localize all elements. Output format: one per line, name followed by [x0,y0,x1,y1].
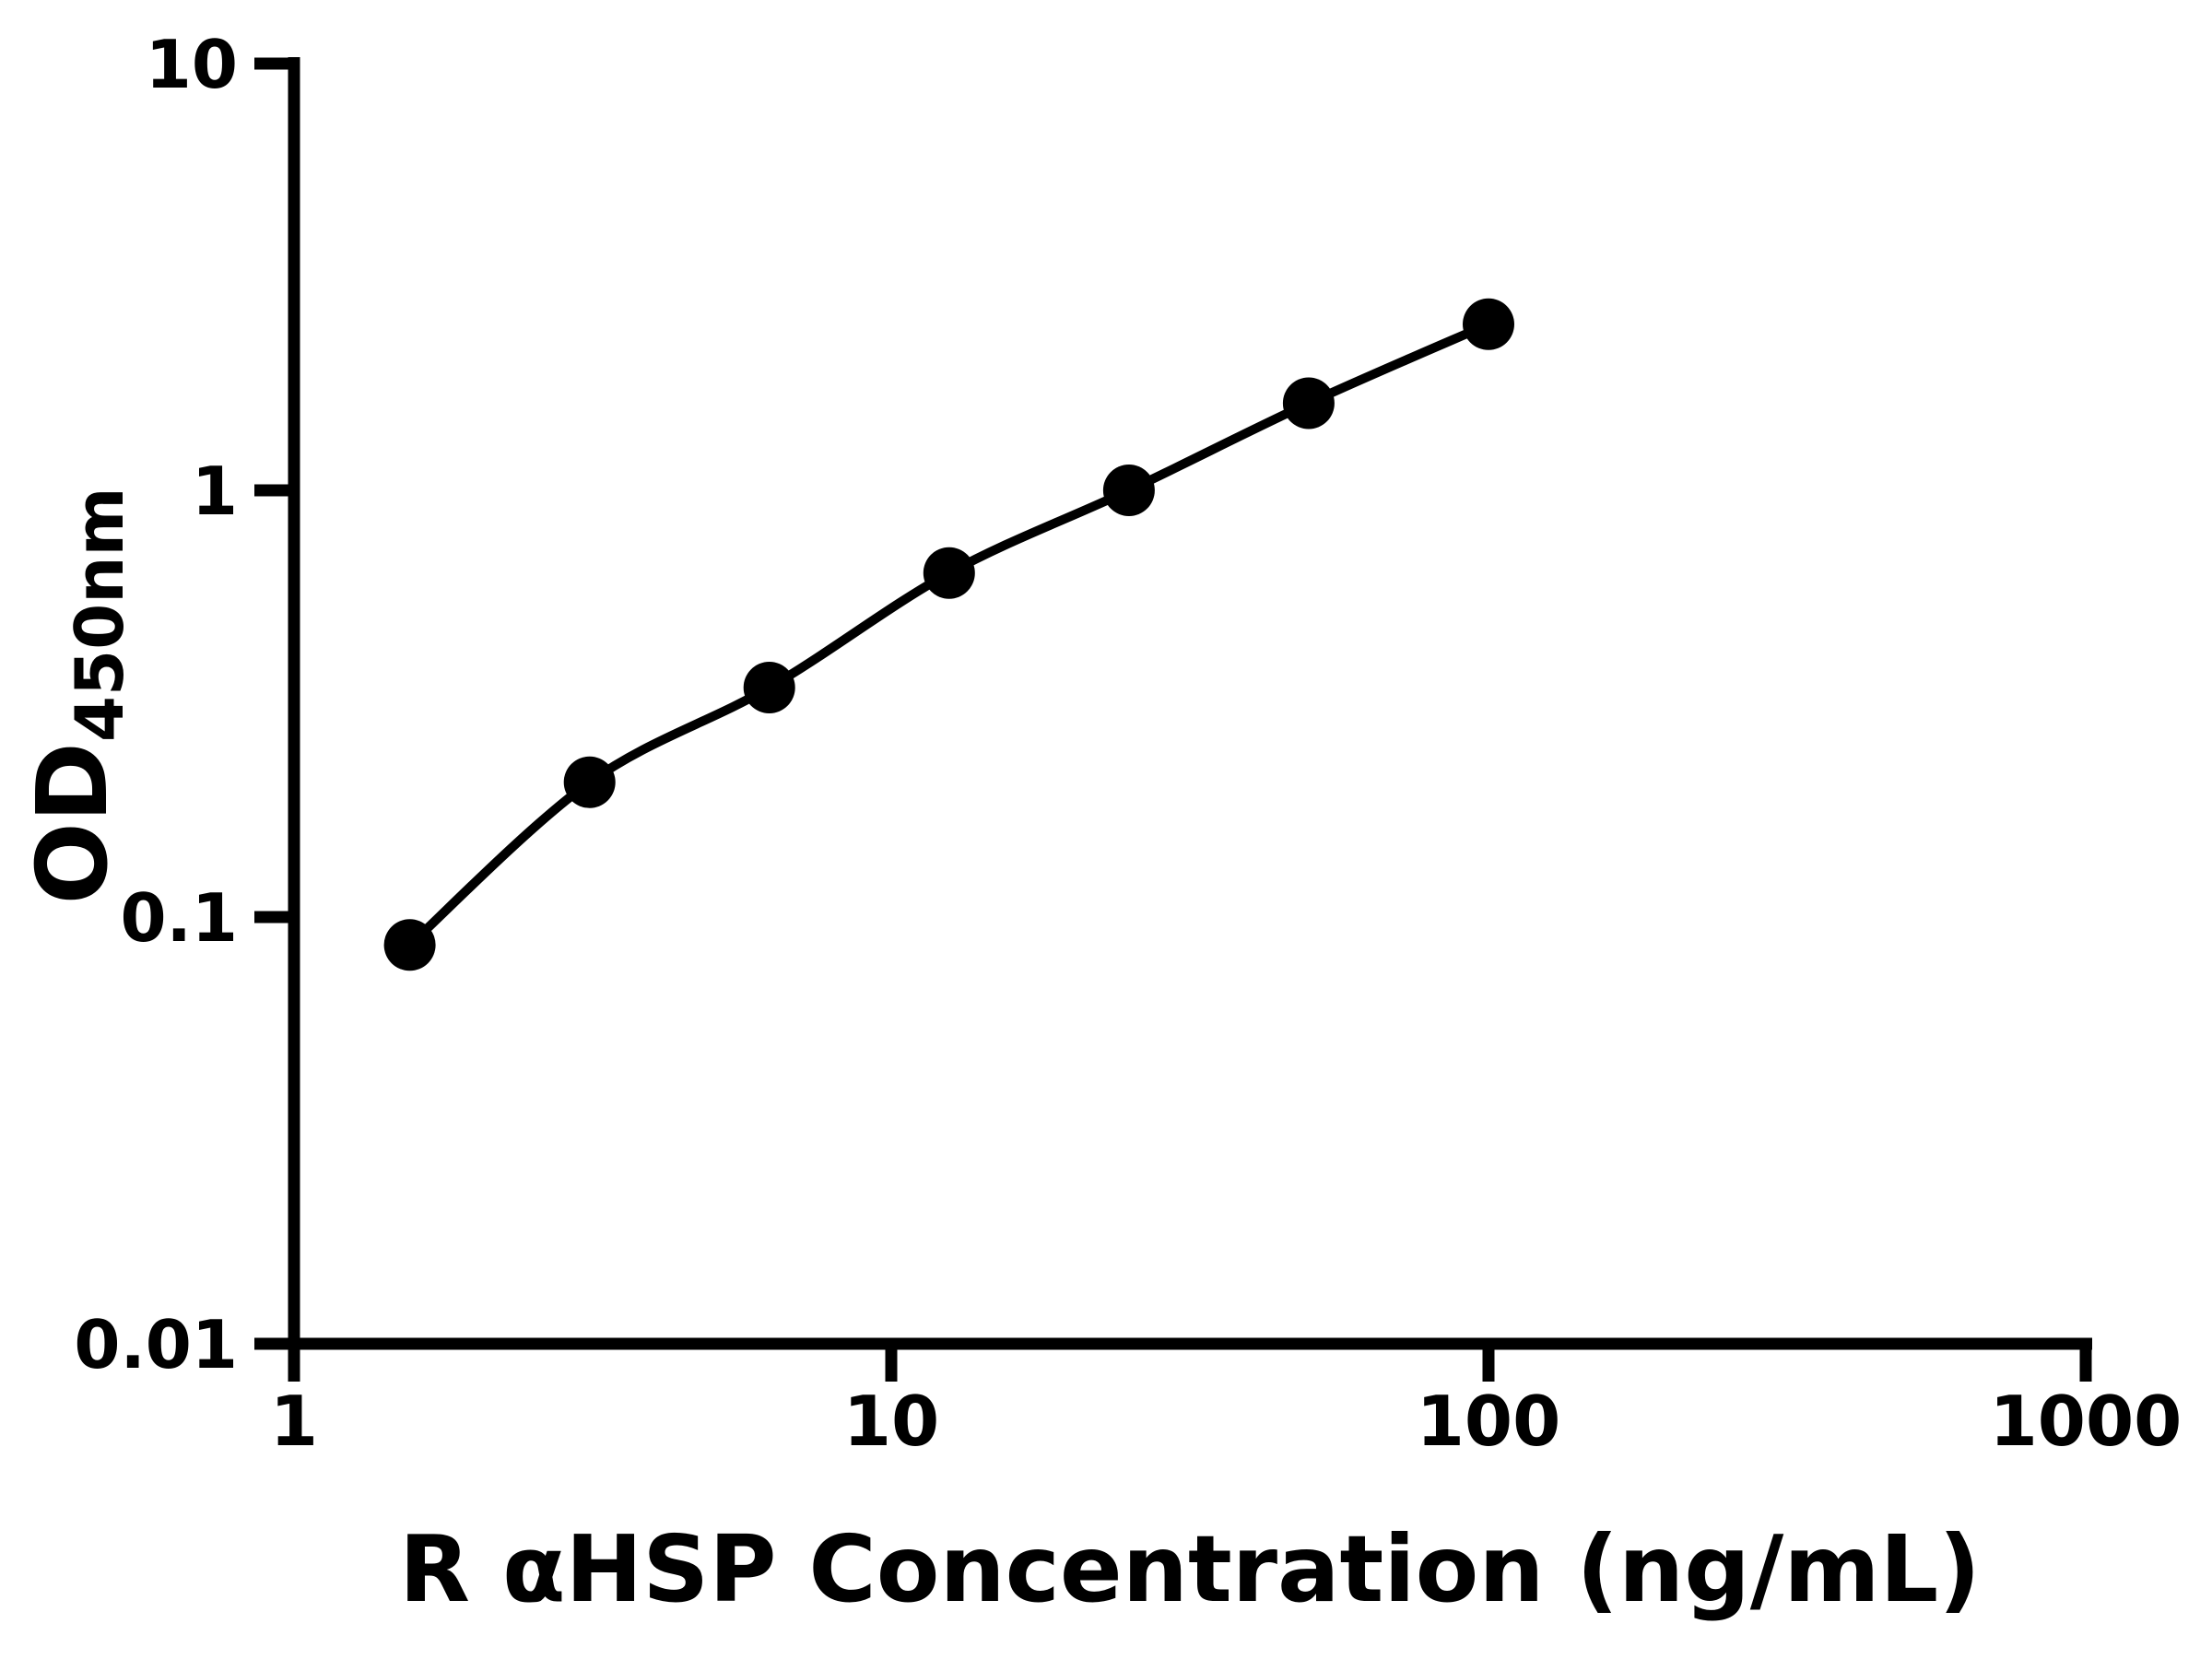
axes [288,57,2092,1350]
data-series [383,298,1514,971]
data-point [1463,298,1514,350]
x-tick-label: 10 [843,1381,939,1462]
data-point [923,547,975,599]
y-tick-label: 0.1 [120,879,238,957]
x-axis-title: R αHSP Concentration (ng/mL) [399,1515,1981,1623]
y-axis-title: OD450nm [17,488,138,905]
y-axis-title-main: OD [17,742,129,904]
data-point [383,919,436,971]
data-point [1282,377,1335,429]
y-tick-label: 10 [146,26,238,103]
data-point [1102,465,1155,516]
x-tick-label: 1000 [1990,1381,2183,1462]
data-point [563,756,616,808]
x-tick-label: 1 [270,1381,318,1462]
data-point [743,662,795,713]
x-axis-ticks: 1 10 100 1000 [270,1344,2182,1462]
x-tick-label: 100 [1417,1381,1561,1462]
y-axis-ticks: 10 1 0.1 0.01 [74,26,295,1383]
y-tick-label: 1 [192,453,238,530]
y-axis-title-subscript: 450nm [61,488,138,743]
y-tick-label: 0.01 [74,1306,238,1383]
